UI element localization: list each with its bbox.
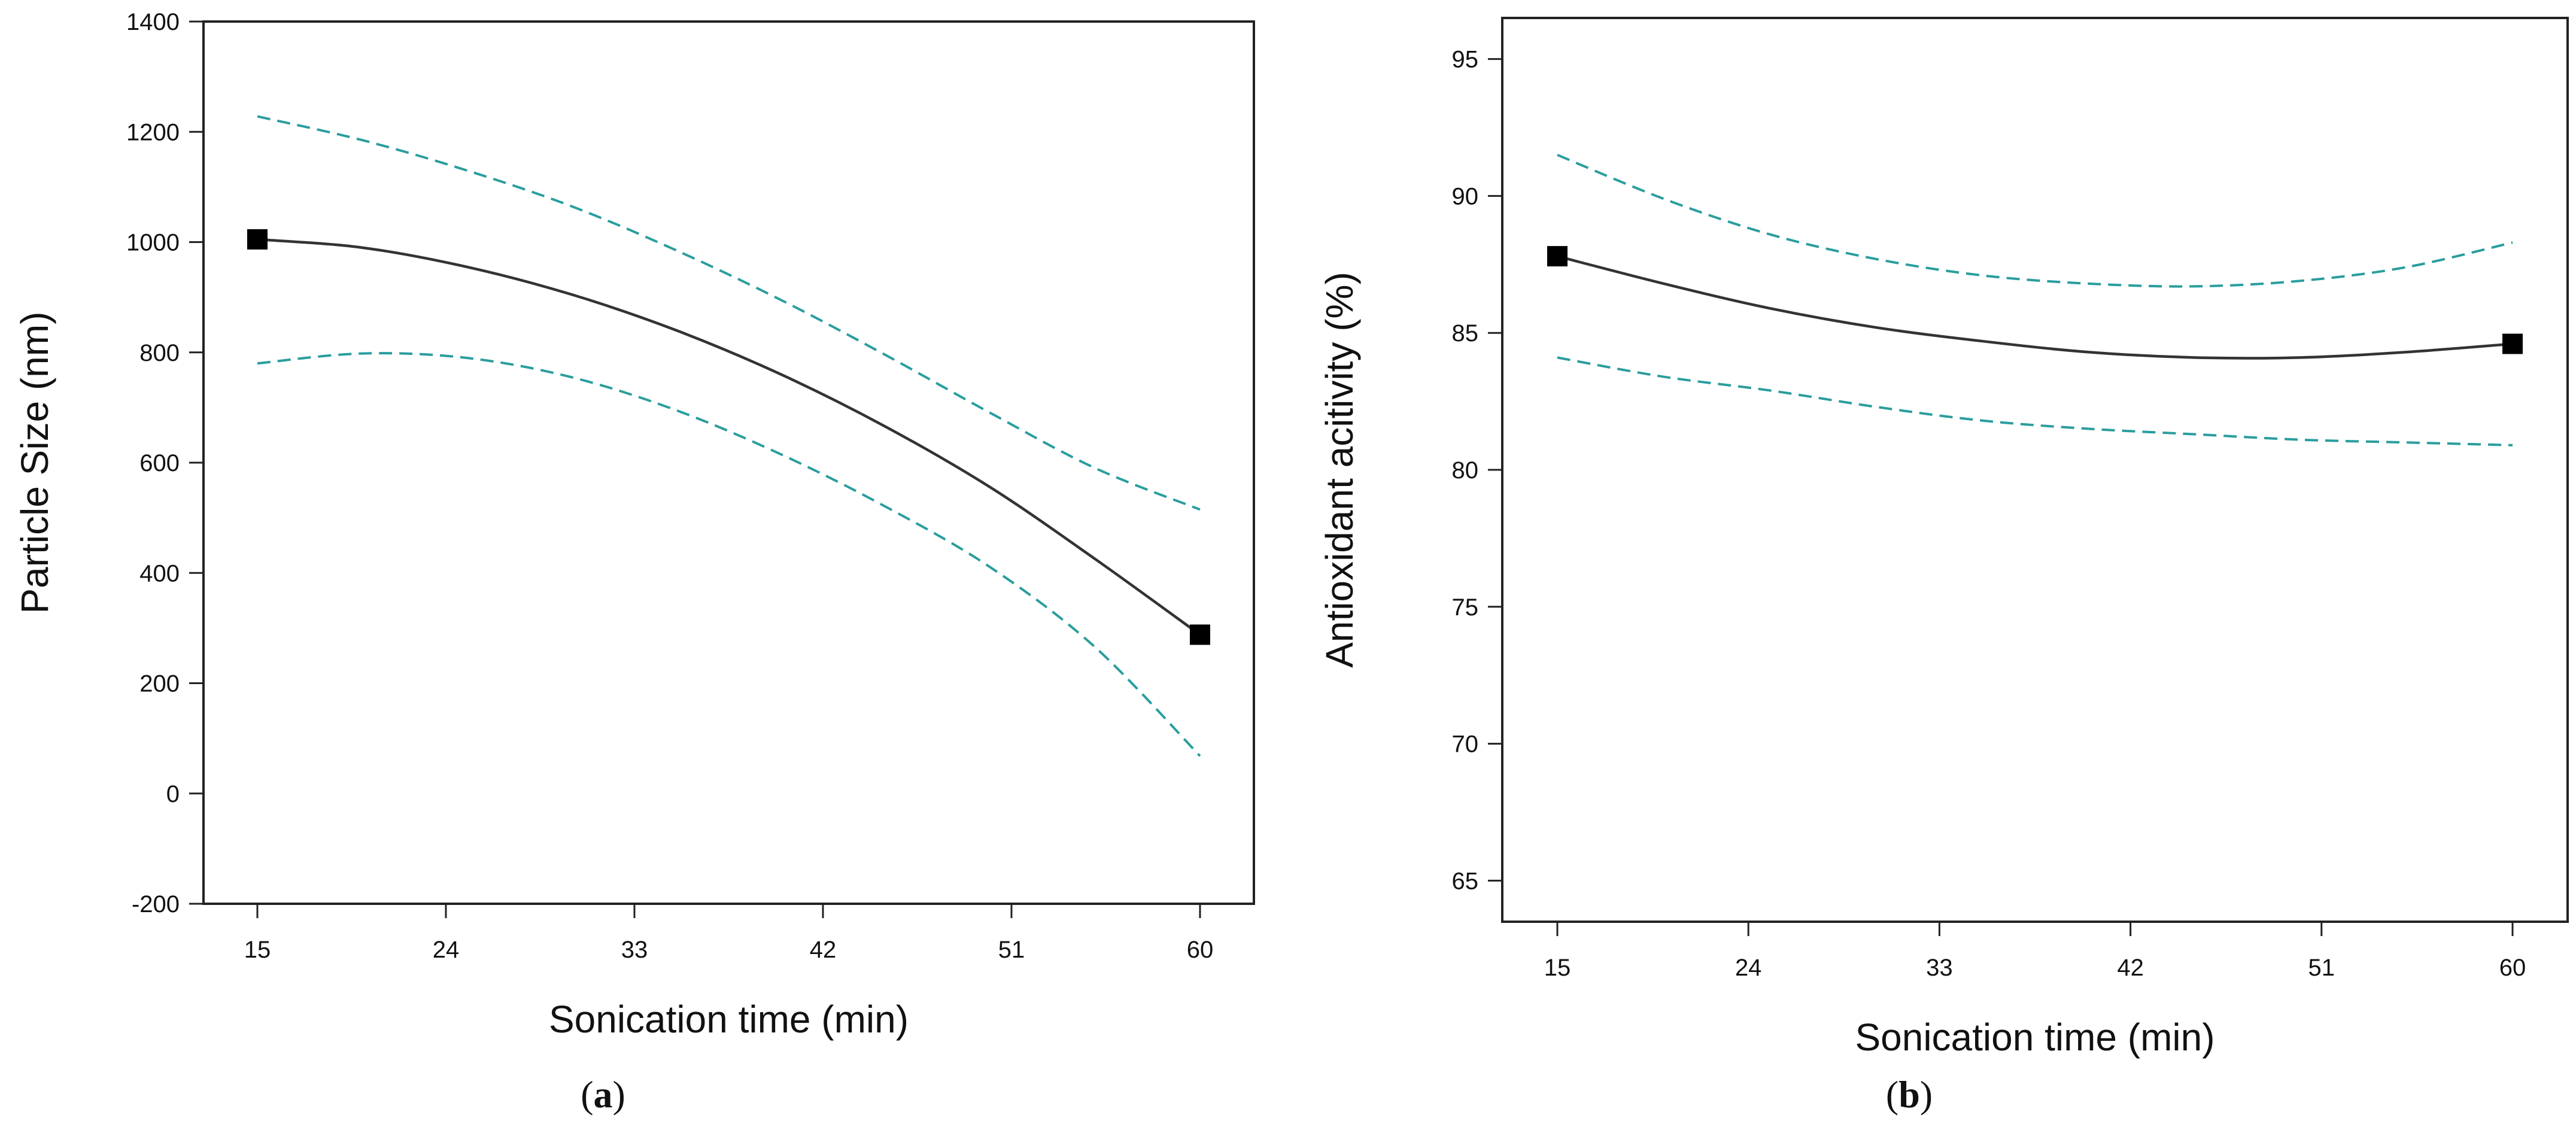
x-tick-label-a: 24 bbox=[433, 937, 460, 963]
y-tick-label-a: 600 bbox=[139, 450, 180, 476]
plot-area-a bbox=[202, 20, 1255, 905]
x-tick-label-a: 51 bbox=[998, 937, 1025, 963]
design-point-marker-a bbox=[1190, 624, 1210, 645]
lower-ci-line-b bbox=[1557, 356, 2513, 446]
panel-label-b: (b) bbox=[1886, 1073, 1933, 1116]
x-tick-label-a: 33 bbox=[621, 937, 648, 963]
y-tick-label-b: 80 bbox=[1452, 457, 1479, 484]
upper-ci-line-b bbox=[1557, 153, 2513, 288]
y-axis-title-b: Antioxidant acitivity (%) bbox=[1318, 272, 1361, 668]
y-tick-label-a: -200 bbox=[132, 891, 180, 918]
y-axis-title-a: Particle Size (nm) bbox=[13, 312, 56, 614]
chart-panel-a: -200 0 200 400 600 800 1000 1200 1400 15 24 33 42 51… bbox=[13, 9, 1255, 1116]
upper-ci-line-a bbox=[257, 115, 1201, 511]
y-tick-label-b: 95 bbox=[1452, 47, 1479, 73]
x-tick-label-b: 60 bbox=[2499, 955, 2526, 981]
x-tick-label-a: 42 bbox=[810, 937, 837, 963]
y-tick-label-b: 85 bbox=[1452, 320, 1479, 347]
x-tick-label-b: 15 bbox=[1544, 955, 1571, 981]
x-tick-label-b: 24 bbox=[1735, 955, 1762, 981]
design-point-marker-b bbox=[1547, 246, 1568, 267]
panel-letter-a: a bbox=[594, 1073, 613, 1116]
x-tick-label-b: 33 bbox=[1926, 955, 1953, 981]
y-tick-label-b: 70 bbox=[1452, 731, 1479, 758]
y-tick-label-a: 800 bbox=[139, 340, 180, 366]
y-tick-label-a: 400 bbox=[139, 560, 180, 587]
y-tick-label-a: 1400 bbox=[126, 9, 180, 35]
panel-label-a: (a) bbox=[581, 1073, 625, 1116]
x-tick-label-a: 15 bbox=[244, 937, 271, 963]
y-tick-label-a: 1200 bbox=[126, 119, 180, 145]
y-tick-label-a: 200 bbox=[139, 671, 180, 697]
x-axis-title-b: Sonication time (min) bbox=[1855, 1016, 2214, 1059]
x-tick-label-b: 51 bbox=[2308, 955, 2335, 981]
predicted-line-a bbox=[257, 238, 1201, 636]
x-tick-label-b: 42 bbox=[2117, 955, 2144, 981]
x-tick-label-a: 60 bbox=[1187, 937, 1214, 963]
y-tick-label-b: 90 bbox=[1452, 183, 1479, 209]
y-tick-label-a: 1000 bbox=[126, 230, 180, 256]
chart-panel-b: 65 70 75 80 85 90 95 15 24 33 42 51 60 Sonication t… bbox=[1318, 17, 2569, 1116]
design-point-marker-b bbox=[2502, 333, 2523, 354]
panel-letter-b: b bbox=[1898, 1073, 1920, 1116]
y-tick-label-b: 75 bbox=[1452, 594, 1479, 621]
predicted-line-b bbox=[1557, 254, 2513, 360]
lower-ci-line-a bbox=[257, 352, 1201, 757]
plot-area-b bbox=[1501, 17, 2569, 923]
design-point-marker-a bbox=[247, 229, 268, 250]
y-tick-label-a: 0 bbox=[166, 781, 180, 807]
x-axis-title-a: Sonication time (min) bbox=[549, 998, 909, 1041]
y-tick-label-b: 65 bbox=[1452, 868, 1479, 894]
